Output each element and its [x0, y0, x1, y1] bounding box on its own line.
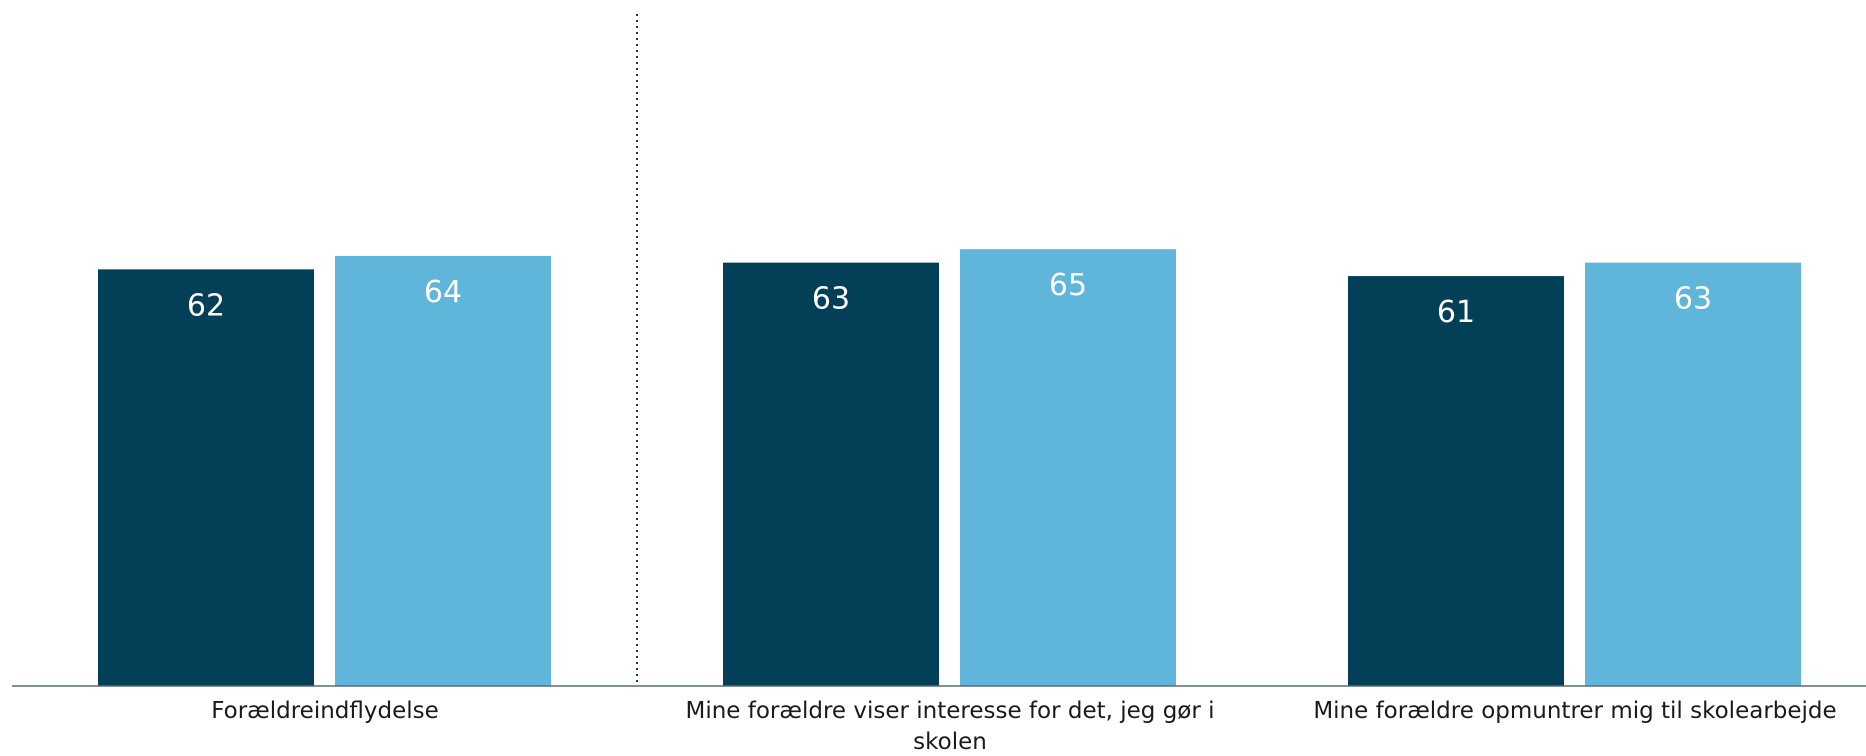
category-label-line: Mine forældre viser interesse for det, j… [685, 698, 1214, 724]
bar-series2-cat1 [335, 255, 551, 687]
value-labels-group: 62 63 61 64 65 63 [187, 268, 1712, 330]
bar-series2-cat2 [960, 249, 1176, 686]
category-labels-group: Forældreindflydelse Mine forældre viser i… [211, 698, 1836, 755]
value-label-series2-cat3: 63 [1674, 282, 1712, 317]
category-label-line: Forældreindflydelse [211, 698, 439, 724]
value-label-series1-cat1: 62 [187, 288, 225, 323]
value-label-series2-cat2: 65 [1049, 268, 1087, 303]
bar-series1-cat2 [723, 262, 939, 686]
bar-series2-cat3 [1585, 262, 1801, 686]
category-label-line: skolen [913, 729, 987, 755]
bar-series1-cat3 [1348, 276, 1564, 686]
category-label-2: Mine forældre viser interesse for det, j… [685, 698, 1214, 755]
category-label-1: Forældreindflydelse [211, 698, 439, 724]
category-label-line: Mine forældre opmuntrer mig til skolearb… [1313, 698, 1836, 724]
value-label-series1-cat2: 63 [812, 282, 850, 317]
value-label-series2-cat1: 64 [424, 275, 462, 310]
value-label-series1-cat3: 61 [1437, 295, 1475, 330]
bar-series1-cat1 [98, 269, 314, 686]
bars-group [98, 249, 1801, 687]
category-label-3: Mine forældre opmuntrer mig til skolearb… [1313, 698, 1836, 724]
